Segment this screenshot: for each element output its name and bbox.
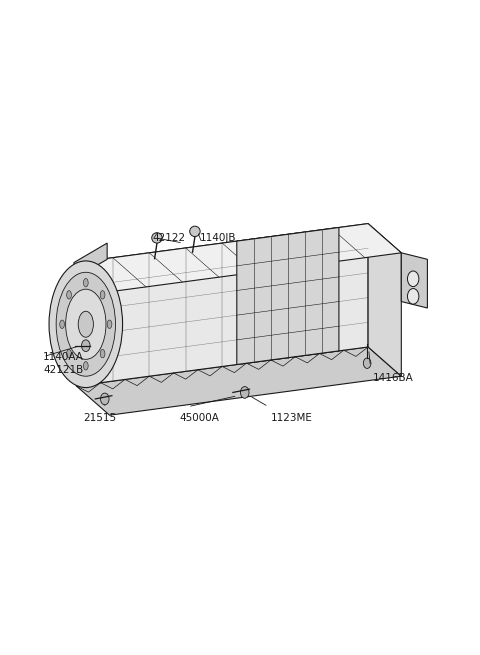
- Ellipse shape: [49, 261, 122, 388]
- Text: 45000A: 45000A: [180, 413, 220, 423]
- Circle shape: [408, 271, 419, 287]
- Polygon shape: [237, 227, 339, 365]
- Ellipse shape: [100, 349, 105, 358]
- Text: 1140AA: 1140AA: [43, 352, 84, 362]
- Ellipse shape: [107, 320, 112, 328]
- Ellipse shape: [152, 233, 162, 243]
- Polygon shape: [368, 223, 401, 376]
- Polygon shape: [76, 347, 401, 415]
- Ellipse shape: [84, 362, 88, 370]
- Ellipse shape: [66, 290, 106, 360]
- Text: 1416BA: 1416BA: [373, 373, 414, 383]
- Ellipse shape: [60, 320, 64, 328]
- Ellipse shape: [190, 226, 200, 236]
- Text: 21515: 21515: [84, 413, 117, 423]
- Ellipse shape: [56, 272, 116, 376]
- Ellipse shape: [67, 291, 72, 299]
- Circle shape: [82, 340, 90, 352]
- Circle shape: [100, 393, 109, 405]
- Polygon shape: [74, 243, 107, 279]
- Ellipse shape: [78, 311, 94, 337]
- Text: 42121B: 42121B: [43, 365, 84, 375]
- Ellipse shape: [67, 349, 72, 358]
- Circle shape: [240, 386, 249, 398]
- Circle shape: [363, 358, 371, 368]
- Text: 42122: 42122: [152, 233, 185, 243]
- Circle shape: [408, 289, 419, 304]
- Ellipse shape: [100, 291, 105, 299]
- Ellipse shape: [84, 278, 88, 287]
- Text: 1123ME: 1123ME: [271, 413, 312, 423]
- Polygon shape: [76, 223, 401, 291]
- Polygon shape: [401, 253, 427, 308]
- Polygon shape: [76, 223, 368, 386]
- Text: 1140JB: 1140JB: [200, 233, 236, 243]
